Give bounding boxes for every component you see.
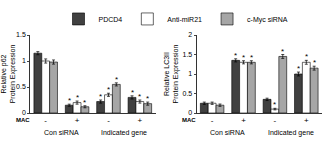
svg-text:*: * [76,93,79,102]
svg-text:+: + [241,116,246,125]
svg-text:*: * [242,53,245,62]
svg-text:Con siRNA: Con siRNA [44,129,79,136]
svg-text:Relative p62Protein Expression: Relative p62Protein Expression [0,45,17,104]
svg-text:-: - [274,116,277,125]
svg-text:-: - [44,116,47,125]
svg-text:*: * [68,96,71,105]
svg-text:0: 0 [22,109,26,116]
svg-text:Indicated gene: Indicated gene [268,129,314,137]
svg-text:+: + [138,116,143,125]
svg-text:0.5: 0.5 [183,90,193,97]
svg-text:1: 1 [188,70,192,77]
svg-text:MAC: MAC [182,117,196,123]
svg-text:1.5: 1.5 [16,31,26,38]
svg-text:*: * [250,53,253,62]
svg-text:Anti-miR21: Anti-miR21 [167,16,202,23]
svg-text:*: * [107,85,110,94]
svg-text:*: * [313,58,316,67]
svg-text:*: * [305,52,308,61]
svg-text:PDCD4: PDCD4 [99,16,123,23]
svg-text:*: * [273,100,276,109]
svg-text:+: + [75,116,80,125]
svg-text:*: * [83,98,86,107]
svg-text:0.5: 0.5 [16,83,26,90]
svg-text:MAC: MAC [16,117,30,123]
svg-text:Indicated gene: Indicated gene [101,129,147,137]
svg-text:*: * [131,88,134,97]
svg-text:1: 1 [22,57,26,64]
svg-text:*: * [99,92,102,101]
svg-text:*: * [146,94,149,103]
svg-text:-: - [107,116,110,125]
svg-text:*: * [297,64,300,73]
svg-text:*: * [115,75,118,84]
svg-text:1.5: 1.5 [183,51,193,58]
svg-text:Relative LC3IIProtein Expressi: Relative LC3IIProtein Expression [163,45,180,104]
svg-text:-: - [211,116,214,125]
svg-text:+: + [304,116,309,125]
svg-text:*: * [138,92,141,101]
svg-text:*: * [234,51,237,60]
svg-text:c-Myc siRNA: c-Myc siRNA [247,16,288,24]
svg-text:Con siRNA: Con siRNA [210,129,245,136]
svg-text:0: 0 [188,109,192,116]
svg-text:*: * [281,47,284,56]
svg-text:2: 2 [188,31,192,38]
